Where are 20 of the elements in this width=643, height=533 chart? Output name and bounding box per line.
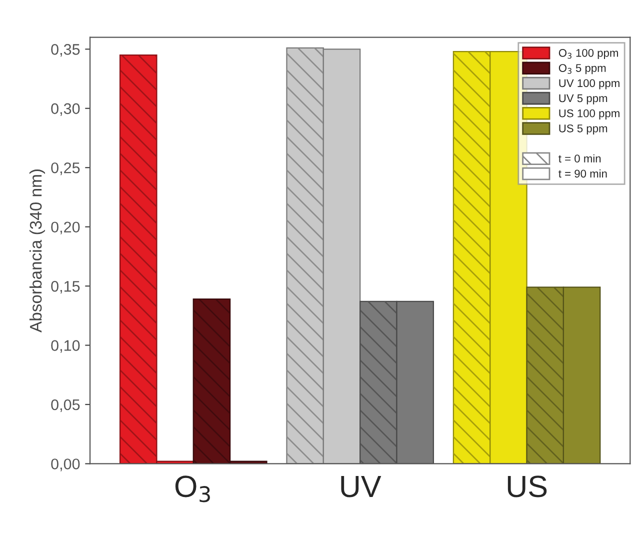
y-tick-label: 0,35 bbox=[51, 44, 80, 57]
x-tick-label: O$_{3}$ bbox=[175, 476, 210, 502]
legend-label: O$_{3}$ 100 ppm bbox=[558, 48, 618, 60]
y-axis-title: Absorbancia (340 nm) bbox=[29, 170, 45, 332]
annotation: t = 0 min bbox=[558, 154, 601, 163]
legend-label: US 100 ppm bbox=[559, 109, 620, 120]
y-tick-label: 0,15 bbox=[51, 280, 80, 294]
y-tick-label: 0,20 bbox=[51, 222, 80, 234]
y-tick-label: 0,05 bbox=[51, 399, 80, 412]
legend-label: US 5 ppm bbox=[559, 124, 608, 135]
y-tick-label: 0,30 bbox=[51, 103, 80, 116]
y-tick-label: 0,25 bbox=[51, 162, 80, 176]
x-tick-label: US bbox=[508, 476, 547, 498]
y-tick-label: 0,00 bbox=[51, 458, 80, 472]
y-tick-label: 0,10 bbox=[51, 340, 80, 353]
legend-label: UV 100 ppm bbox=[559, 79, 620, 90]
legend-label: O$_{3}$ 5 ppm bbox=[558, 64, 606, 74]
x-tick-label: UV bbox=[341, 476, 382, 498]
legend-label: UV 5 ppm bbox=[559, 94, 608, 104]
annotation: t = 90 min bbox=[558, 169, 607, 178]
